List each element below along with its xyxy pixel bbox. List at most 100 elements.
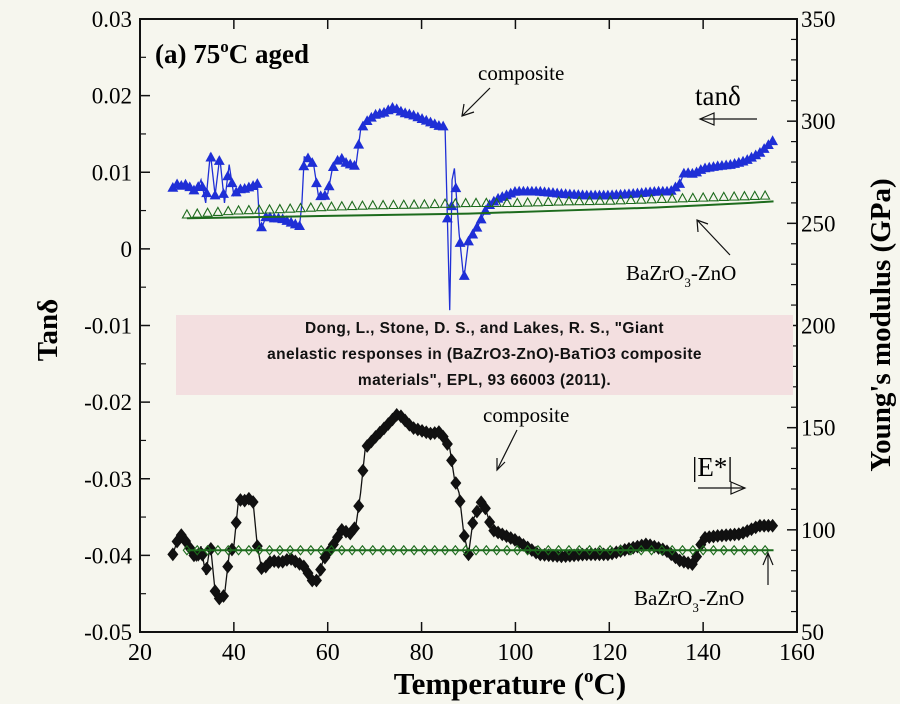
arrow-composite-top (461, 87, 491, 117)
data-point (378, 544, 388, 556)
data-point (387, 199, 399, 210)
citation-box: Dong, L., Stone, D. S., and Lakes, R. S.… (176, 315, 793, 395)
data-point (467, 516, 479, 530)
data-point (399, 413, 411, 428)
data-point (449, 197, 461, 208)
citation-line: anelastic responses in (BaZrO3-ZnO)-BaTi… (267, 346, 702, 363)
data-point (395, 409, 407, 424)
data-point (336, 200, 348, 211)
data-point (429, 198, 441, 209)
citation-line: materials", EPL, 93 66003 (2011). (357, 372, 612, 389)
data-point (213, 544, 223, 556)
data-point (264, 203, 275, 214)
annotation-composite-bottom: composite (483, 403, 569, 427)
data-point (553, 195, 565, 206)
data-point (475, 213, 487, 224)
data-point (203, 544, 212, 556)
data-point (471, 221, 483, 232)
arrow-composite-bottom (496, 429, 518, 472)
data-point (594, 195, 606, 205)
data-point (479, 501, 491, 516)
data-point (674, 178, 686, 188)
data-point (336, 152, 348, 163)
y-right-tick-label: 100 (801, 518, 836, 543)
arrow-bzo-bottom (762, 551, 774, 585)
data-point (233, 204, 244, 215)
data-point (625, 194, 637, 205)
data-point (441, 212, 453, 223)
y-left-tick-label: -0.01 (84, 314, 132, 339)
y-left-tick-label: -0.02 (84, 390, 132, 415)
chart-title: (a) 75oC aged (155, 37, 309, 69)
data-point (542, 196, 554, 206)
data-point (749, 190, 761, 201)
data-point (461, 544, 470, 556)
data-point (327, 544, 336, 556)
data-point (729, 544, 739, 556)
data-point (709, 544, 718, 556)
data-point (181, 208, 193, 219)
data-point (302, 152, 314, 163)
data-point (760, 544, 770, 556)
data-point (222, 205, 234, 216)
data-point (513, 544, 522, 556)
data-point (389, 544, 398, 556)
y-right-tick-label: 250 (801, 211, 836, 236)
data-point (327, 161, 339, 172)
data-point (511, 197, 523, 207)
arrow-bzo-top (696, 219, 731, 256)
x-tick-label: 80 (410, 640, 434, 666)
data-point (647, 544, 656, 556)
data-point (222, 559, 234, 574)
data-point (437, 120, 449, 131)
data-point (306, 157, 318, 167)
data-point (491, 197, 503, 208)
data-point (450, 182, 462, 193)
data-point (533, 544, 543, 556)
data-point (226, 177, 238, 188)
data-point (222, 170, 234, 181)
data-point (574, 544, 584, 556)
data-point (564, 544, 574, 556)
data-point (666, 192, 678, 203)
data-point (230, 515, 242, 530)
data-point (247, 495, 259, 509)
data-point (218, 188, 229, 198)
data-point (358, 544, 367, 556)
data-point (523, 544, 532, 556)
data-point (492, 544, 501, 556)
data-point (201, 561, 213, 576)
data-point (573, 195, 585, 206)
data-point (323, 180, 335, 191)
data-point (213, 155, 225, 165)
annotation-bzo-bottom: BaZrO3-ZnO (634, 586, 744, 615)
data-point (458, 529, 470, 543)
data-point (298, 160, 310, 171)
annotation-e-modulus: |E*| (692, 452, 733, 482)
data-point (759, 189, 771, 200)
data-point (460, 197, 472, 208)
data-point (244, 544, 254, 556)
data-point (209, 189, 221, 200)
data-point (450, 476, 462, 490)
x-tick-label: 160 (779, 640, 815, 666)
data-point (310, 573, 322, 588)
data-point (234, 544, 243, 556)
data-point (584, 195, 596, 206)
data-point (501, 197, 513, 208)
y-right-tick-label: 350 (801, 7, 836, 32)
data-point (718, 191, 730, 202)
arrow-right-icon (698, 481, 747, 495)
data-point (451, 544, 460, 556)
data-point (667, 544, 677, 556)
data-point (462, 547, 475, 562)
data-point (740, 544, 749, 556)
x-tick-label: 140 (685, 640, 721, 666)
data-point (471, 544, 481, 556)
y-axis-left-label: Tanδ (32, 299, 64, 361)
data-point (295, 202, 306, 213)
y-left-tick-label: -0.04 (84, 543, 132, 568)
data-point (480, 197, 492, 208)
data-point (192, 544, 202, 556)
